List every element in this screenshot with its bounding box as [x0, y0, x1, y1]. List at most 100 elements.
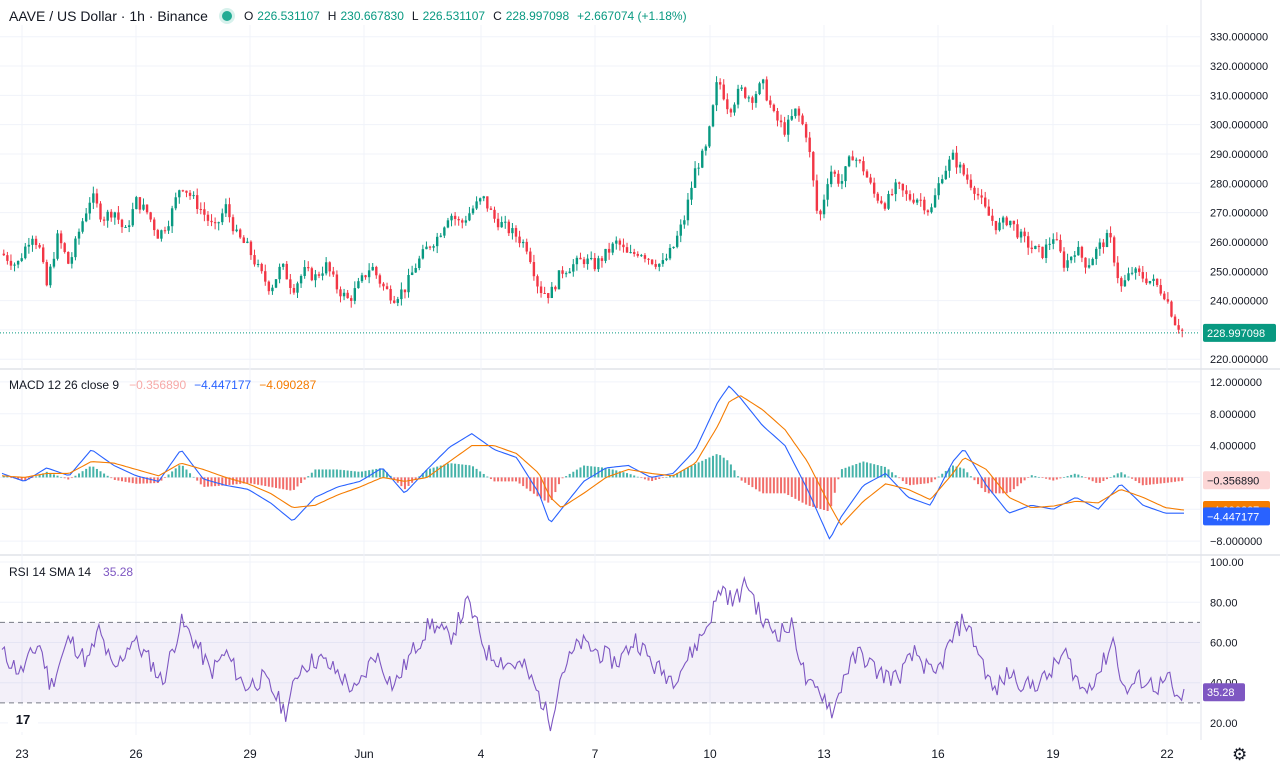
macd-histogram-bar — [142, 477, 145, 484]
macd-histogram-bar — [611, 469, 614, 478]
candle-body — [92, 193, 95, 203]
rsi-legend-label[interactable]: RSI 14 SMA 14 — [9, 565, 92, 579]
macd-histogram-bar — [314, 469, 317, 478]
candle-body — [1181, 329, 1184, 331]
macd-histogram-bar — [1091, 477, 1094, 482]
macd-histogram-bar — [1020, 477, 1023, 484]
candle-body — [690, 187, 693, 200]
macd-histogram-bar — [1012, 477, 1015, 490]
candle-body — [138, 197, 142, 210]
candle-body — [385, 286, 389, 289]
y-tick-label: 310.000000 — [1210, 90, 1268, 102]
macd-histogram-bar — [78, 473, 81, 478]
signal-line — [1, 395, 1185, 526]
macd-histogram-bar — [883, 466, 886, 478]
macd-histogram-bar — [876, 465, 879, 478]
candle-body — [561, 270, 564, 274]
macd-histogram-bar — [980, 477, 983, 489]
candle-body — [923, 199, 926, 211]
candle-body — [1159, 285, 1162, 294]
candle-body — [504, 221, 507, 223]
candle-body — [575, 257, 579, 265]
y-tick-label: 250.000000 — [1210, 266, 1268, 278]
y-tick-label: 320.000000 — [1210, 61, 1268, 73]
y-tick-label: 280.000000 — [1210, 178, 1268, 190]
candle-body — [478, 198, 482, 202]
candle-body — [6, 255, 9, 261]
macd-histogram-bar — [260, 477, 263, 486]
candle-body — [636, 253, 639, 256]
macd-histogram-bar — [1037, 476, 1040, 478]
candle-body — [2, 253, 5, 256]
candle-body — [1009, 220, 1012, 226]
macd-histogram-bar — [665, 476, 668, 478]
macd-histogram-bar — [185, 469, 188, 478]
macd-histogram-bar — [242, 477, 245, 484]
candle-body — [428, 246, 432, 248]
macd-histogram-bar — [672, 474, 675, 478]
macd-histogram-bar — [959, 467, 962, 478]
macd-histogram-bar — [110, 477, 113, 479]
candle-body — [1005, 217, 1008, 226]
macd-histogram-bar — [249, 477, 252, 484]
macd-histogram-bar — [500, 477, 503, 482]
macd-histogram-bar — [479, 471, 482, 478]
candle-body — [153, 219, 156, 231]
macd-histogram-bar — [593, 466, 596, 478]
candle-body — [464, 220, 468, 223]
candle-body — [1062, 251, 1066, 268]
macd-histogram-bar — [1174, 477, 1177, 482]
macd-histogram-bar — [629, 474, 632, 478]
candle-body — [521, 241, 525, 244]
macd-histogram-bar — [364, 470, 367, 478]
symbol-title[interactable]: AAVE / US Dollar · 1h · Binance — [9, 8, 208, 24]
candle-body — [414, 268, 417, 273]
macd-histogram-bar — [891, 472, 894, 478]
macd-legend-label[interactable]: MACD 12 26 close 9 — [9, 378, 120, 392]
candle-body — [890, 194, 894, 196]
candle-body — [117, 212, 120, 220]
candle-body — [564, 273, 568, 275]
candle-body — [618, 240, 622, 245]
low-value: 226.531107 — [422, 9, 486, 23]
candle-body — [457, 219, 460, 221]
macd-histogram-bar — [514, 477, 517, 482]
candle-body — [49, 266, 52, 286]
candle-body — [794, 108, 797, 117]
macd-histogram-bar — [572, 471, 575, 478]
macd-histogram-bar — [1052, 477, 1055, 481]
macd-histogram-bar — [472, 466, 475, 478]
candle-body — [1095, 248, 1098, 259]
candle-body — [1138, 268, 1141, 273]
macd-histogram-bar — [257, 477, 260, 485]
candle-body — [59, 233, 63, 244]
macd-histogram-bar — [934, 477, 937, 480]
macd-histogram-bar — [285, 477, 288, 490]
macd-histogram-bar — [332, 469, 335, 478]
candle-body — [256, 264, 260, 266]
macd-histogram-bar — [400, 477, 403, 487]
candle-body — [453, 215, 457, 220]
candle-body — [797, 108, 801, 116]
x-tick-label: 7 — [592, 747, 599, 761]
macd-histogram-bar — [124, 477, 127, 482]
candle-body — [872, 182, 876, 194]
macd-histogram-bar — [651, 477, 654, 482]
candle-body — [1127, 273, 1130, 281]
macd-histogram-bar — [815, 477, 818, 508]
candle-body — [482, 196, 485, 199]
macd-histogram-bar — [561, 477, 564, 479]
macd-histogram-bar — [1016, 477, 1019, 487]
macd-histogram-bar — [754, 477, 757, 490]
candle-body — [804, 124, 808, 138]
tradingview-logo[interactable]: 17 — [8, 706, 38, 732]
candle-body — [206, 214, 210, 221]
macd-histogram-bar — [228, 477, 231, 485]
macd-histogram-bar — [232, 477, 235, 485]
macd-histogram-bar — [840, 469, 843, 478]
macd-histogram-bar — [81, 471, 84, 478]
macd-histogram-bar — [1088, 477, 1091, 480]
candle-body — [321, 273, 324, 276]
gear-icon[interactable]: ⚙ — [1232, 745, 1248, 764]
